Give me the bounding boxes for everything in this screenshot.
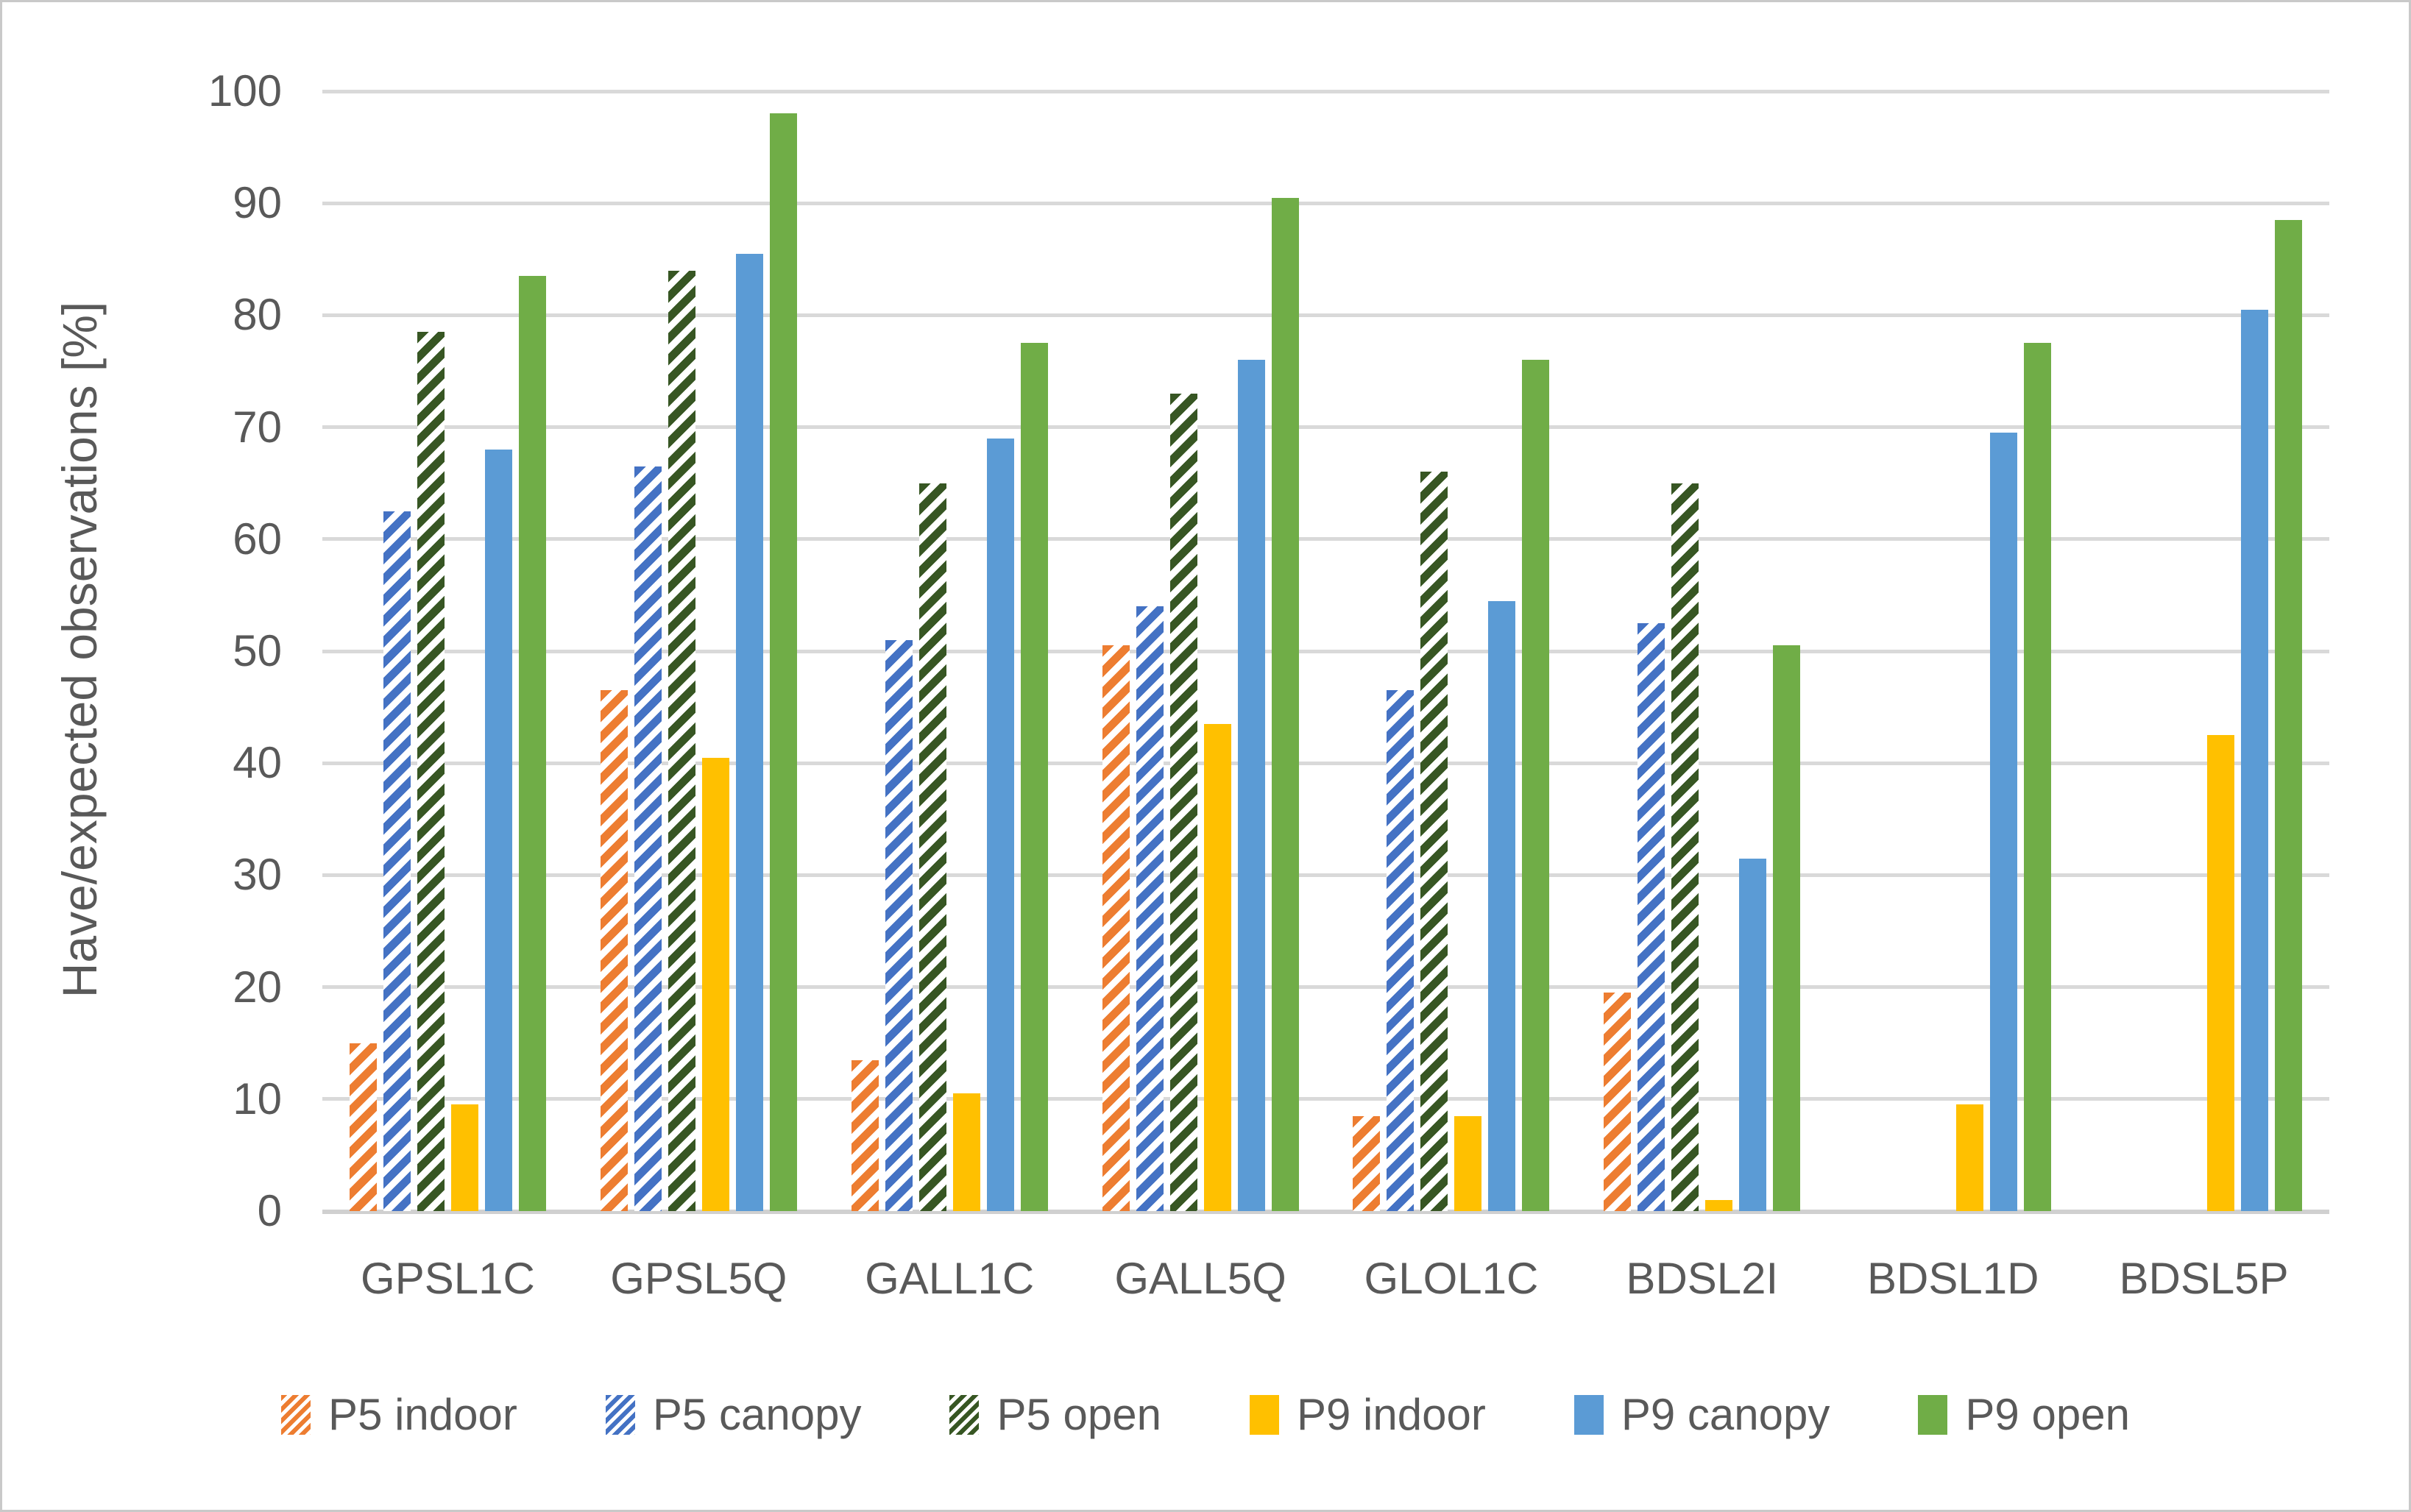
- y-tick-label-100: 100: [208, 66, 282, 116]
- gridline-80: [322, 313, 2329, 317]
- y-tick-label-80: 80: [233, 290, 282, 340]
- legend-label-p5-indoor: P5 indoor: [328, 1390, 517, 1439]
- bar-p5-indoor-gpsl1c: [349, 1043, 377, 1211]
- x-axis-label-gall1c: GALL1C: [865, 1254, 1035, 1303]
- bar-p9-open-glol1c: [1522, 360, 1550, 1211]
- bar-p5-indoor-bdsl2i: [1604, 993, 1632, 1211]
- bar-p9-open-gpsl5q: [769, 113, 797, 1211]
- bar-p5-open-gpsl5q: [668, 270, 695, 1211]
- y-tick-label-50: 50: [233, 626, 282, 675]
- legend-swatch-p5-canopy: [605, 1394, 635, 1435]
- legend-swatch-p5-open: [949, 1394, 980, 1435]
- legend-item-p9-indoor: P9 indoor: [1250, 1389, 1486, 1440]
- bar-p9-open-gall1c: [1020, 343, 1048, 1211]
- bar-p9-canopy-gpsl1c: [484, 450, 512, 1211]
- legend: P5 indoor P5 canopy P5 open P9 indoor P9 can…: [2, 1389, 2409, 1440]
- gridline-100: [322, 89, 2329, 93]
- bar-p9-open-bdsl2i: [1773, 645, 1801, 1211]
- bar-p9-indoor-gall5q: [1203, 723, 1231, 1211]
- bar-p5-open-glol1c: [1420, 472, 1448, 1211]
- bar-p5-canopy-glol1c: [1387, 690, 1415, 1211]
- y-axis-title: Have/expected observations [%]: [52, 301, 107, 998]
- bar-p5-canopy-bdsl2i: [1638, 622, 1665, 1211]
- bar-p5-open-gall5q: [1169, 393, 1197, 1211]
- bar-p9-indoor-bdsl5p: [2207, 735, 2235, 1211]
- gridline-70: [322, 425, 2329, 430]
- bar-p9-open-gpsl1c: [518, 276, 546, 1211]
- legend-label-p9-indoor: P9 indoor: [1297, 1390, 1486, 1439]
- y-tick-label-40: 40: [233, 738, 282, 788]
- bar-p9-canopy-gpsl5q: [735, 253, 763, 1211]
- bar-p5-indoor-gpsl5q: [600, 690, 628, 1211]
- bar-p5-indoor-gall5q: [1102, 645, 1130, 1211]
- legend-label-p5-canopy: P5 canopy: [652, 1390, 862, 1439]
- legend-swatch-p5-indoor: [281, 1394, 311, 1435]
- gridline-50: [322, 649, 2329, 653]
- bar-p9-indoor-gpsl5q: [701, 757, 729, 1211]
- y-tick-label-90: 90: [233, 178, 282, 228]
- gridline-60: [322, 537, 2329, 542]
- bar-p9-indoor-gpsl1c: [450, 1104, 478, 1211]
- y-tick-label-60: 60: [233, 514, 282, 564]
- bar-p9-open-gall5q: [1271, 197, 1299, 1211]
- legend-label-p5-open: P5 open: [996, 1390, 1161, 1439]
- legend-item-p5-open: P5 open: [949, 1389, 1161, 1440]
- x-axis-label-gpsl1c: GPSL1C: [361, 1254, 535, 1303]
- x-axis-label-gall5q: GALL5Q: [1114, 1254, 1286, 1303]
- bar-p9-indoor-glol1c: [1454, 1115, 1482, 1211]
- gridline-30: [322, 873, 2329, 877]
- bar-p9-canopy-glol1c: [1488, 600, 1516, 1211]
- x-axis-label-gpsl5q: GPSL5Q: [610, 1254, 787, 1303]
- legend-swatch-p9-open: [1918, 1394, 1948, 1435]
- bar-p9-canopy-bdsl2i: [1739, 858, 1767, 1211]
- y-tick-label-0: 0: [257, 1186, 282, 1235]
- x-axis-label-bdsl2i: BDSL2I: [1626, 1254, 1779, 1303]
- bar-p5-canopy-gpsl5q: [634, 466, 662, 1211]
- bar-p5-indoor-glol1c: [1353, 1115, 1381, 1211]
- gridline-40: [322, 761, 2329, 765]
- x-axis-label-glol1c: GLOL1C: [1364, 1254, 1539, 1303]
- gridline-90: [322, 201, 2329, 205]
- legend-item-p5-canopy: P5 canopy: [605, 1389, 862, 1440]
- bar-p9-indoor-gall1c: [952, 1093, 980, 1211]
- legend-label-p9-open: P9 open: [1965, 1390, 2130, 1439]
- x-axis-label-bdsl5p: BDSL5P: [2119, 1254, 2289, 1303]
- bar-p9-canopy-gall5q: [1237, 360, 1265, 1211]
- bar-p5-open-bdsl2i: [1671, 483, 1699, 1211]
- legend-item-p9-open: P9 open: [1918, 1389, 2130, 1440]
- y-tick-label-20: 20: [233, 962, 282, 1012]
- bar-p9-canopy-bdsl5p: [2241, 309, 2269, 1211]
- bar-p9-indoor-bdsl2i: [1705, 1199, 1733, 1211]
- legend-swatch-p9-indoor: [1250, 1394, 1279, 1435]
- x-axis-label-bdsl1d: BDSL1D: [1866, 1254, 2039, 1303]
- bar-p9-canopy-gall1c: [986, 438, 1014, 1211]
- bar-p5-open-gall1c: [918, 483, 946, 1211]
- bar-p5-open-gpsl1c: [417, 332, 445, 1211]
- y-tick-label-70: 70: [233, 402, 282, 452]
- legend-item-p9-canopy: P9 canopy: [1573, 1389, 1830, 1440]
- bar-p5-indoor-gall1c: [851, 1060, 879, 1211]
- gridline-20: [322, 985, 2329, 990]
- bar-p5-canopy-gall1c: [885, 639, 913, 1211]
- bar-p9-canopy-bdsl1d: [1990, 433, 2018, 1211]
- y-tick-label-10: 10: [233, 1073, 282, 1124]
- bar-p9-indoor-bdsl1d: [1956, 1104, 1984, 1211]
- plot-area: [322, 89, 2329, 1214]
- gridline-10: [322, 1097, 2329, 1101]
- legend-label-p9-canopy: P9 canopy: [1621, 1390, 1830, 1439]
- legend-item-p5-indoor: P5 indoor: [281, 1389, 517, 1440]
- legend-swatch-p9-canopy: [1573, 1394, 1604, 1435]
- bar-p9-open-bdsl5p: [2275, 220, 2303, 1211]
- bar-p5-canopy-gall5q: [1136, 606, 1164, 1211]
- x-axis-line: [322, 1209, 2329, 1214]
- y-tick-label-30: 30: [233, 850, 282, 900]
- bar-p9-open-bdsl1d: [2024, 343, 2052, 1211]
- bar-p5-canopy-gpsl1c: [383, 511, 411, 1211]
